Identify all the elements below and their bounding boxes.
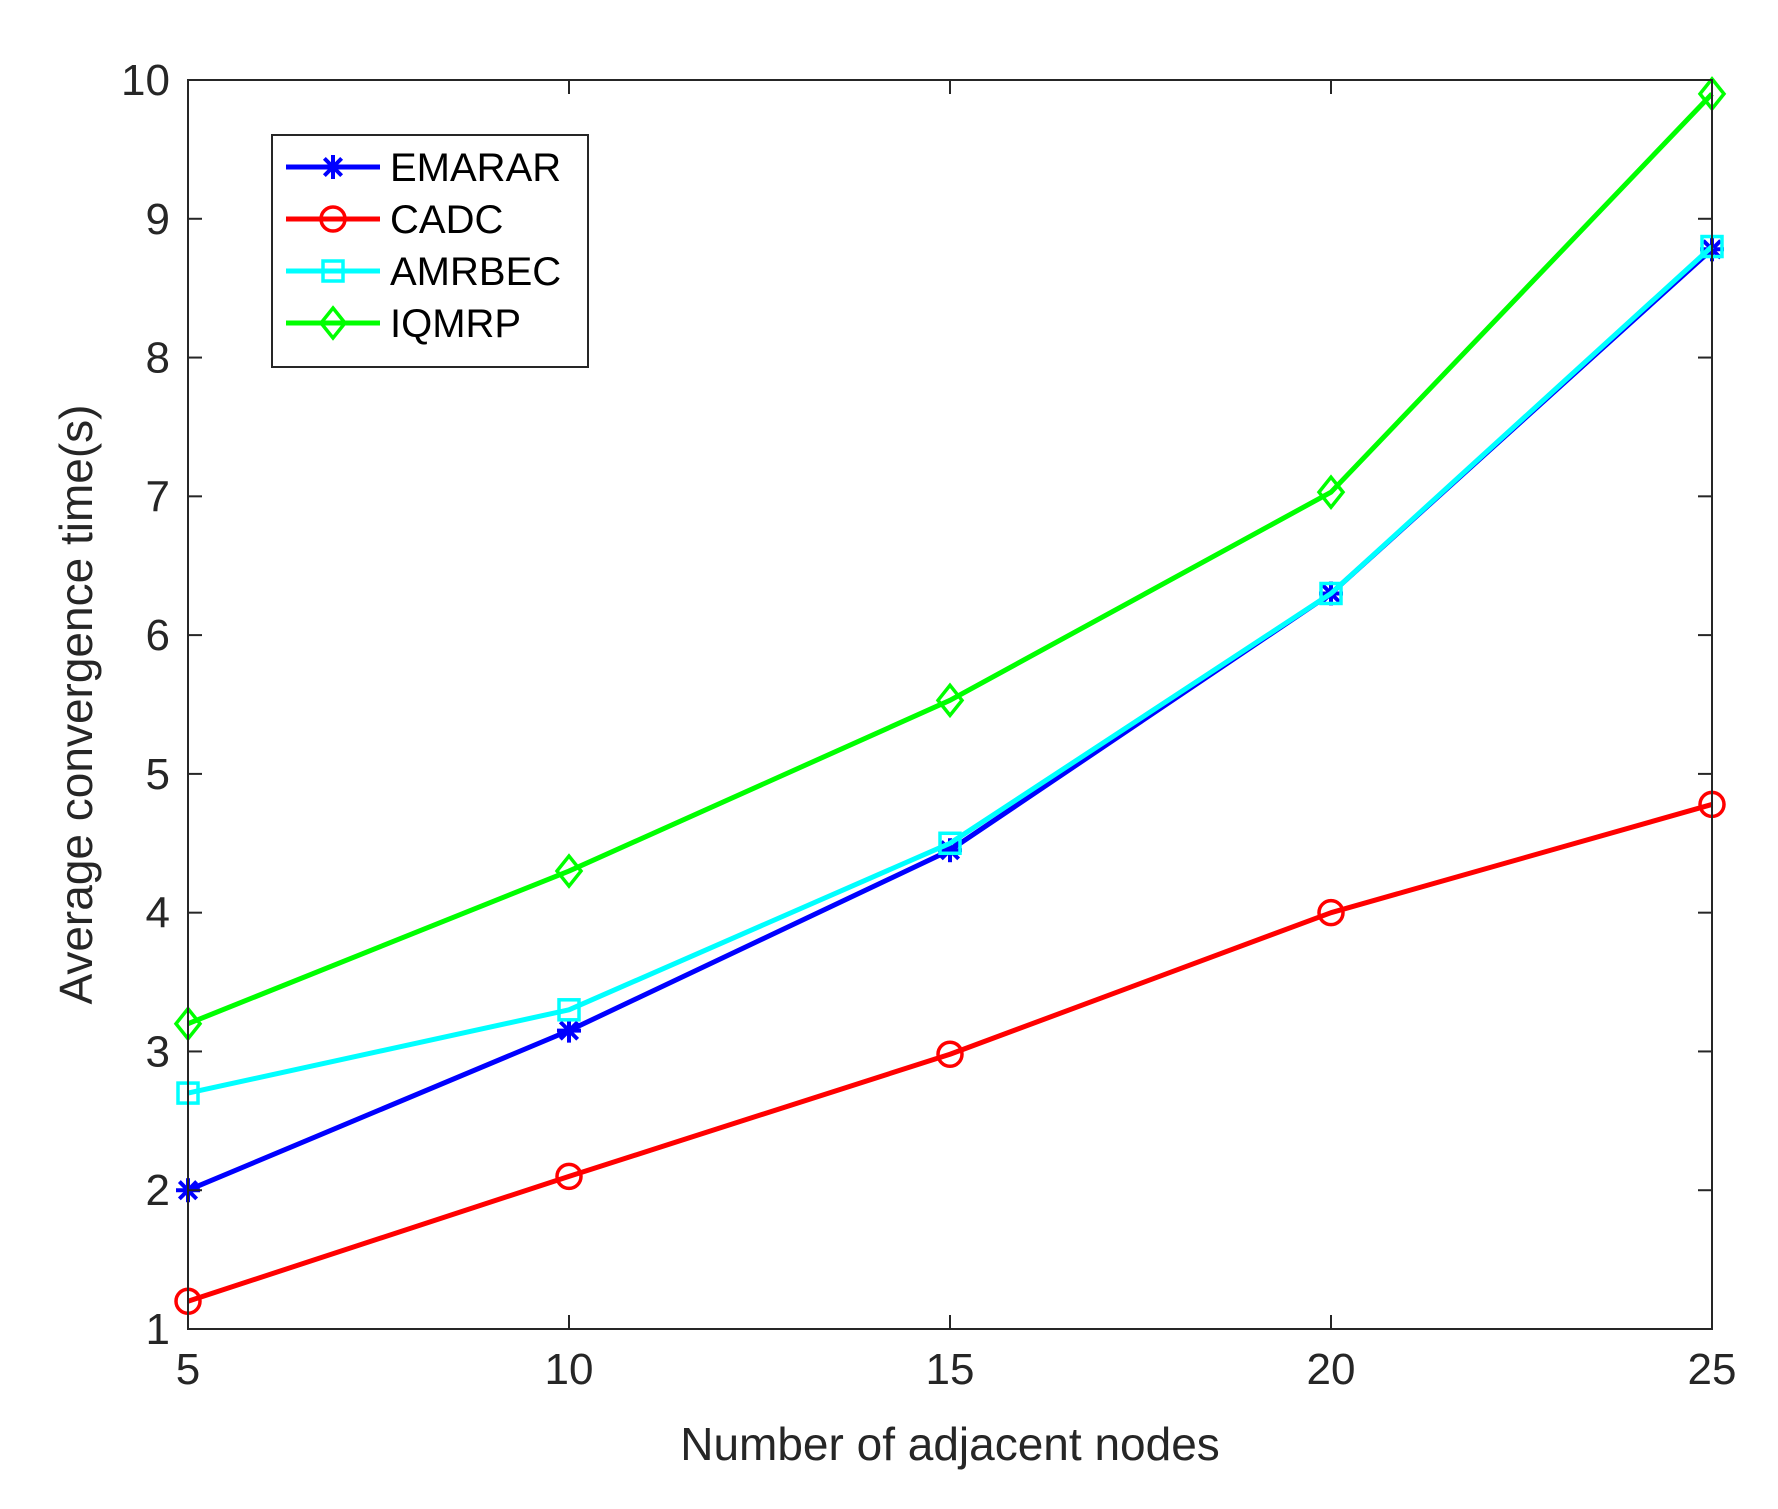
y-tick-label: 9: [146, 195, 170, 244]
legend: EMARAR CADC AMRBEC IQMRP: [271, 134, 589, 368]
legend-item-iqmrp: IQMRP: [286, 302, 521, 346]
legend-marker-emarar: [321, 155, 345, 179]
y-tick-label: 6: [146, 611, 170, 660]
legend-label-amrbec: AMRBEC: [390, 250, 561, 294]
series-line-iqmrp: [187, 92, 1714, 1027]
series-line-amrbec: [187, 244, 1714, 1096]
legend-label-cadc: CADC: [390, 198, 503, 242]
data-point-iqmrp: [554, 853, 584, 889]
axes-layer: 5 10 15 20 25 1 2 3 4 5 6 7 8 9 10: [121, 56, 1736, 1394]
legend-item-cadc: CADC: [286, 198, 503, 242]
y-tick-label: 10: [121, 56, 170, 105]
legend-item-amrbec: AMRBEC: [286, 250, 561, 294]
y-axis-label: Average convergence time(s): [50, 405, 102, 1005]
x-tick-label: 20: [1307, 1345, 1356, 1394]
data-point-cadc: [555, 1162, 583, 1191]
y-tick-label: 8: [146, 334, 170, 383]
legend-marker-cadc: [319, 205, 347, 233]
legend-item-emarar: EMARAR: [286, 146, 561, 190]
x-tick-label: 25: [1688, 1345, 1737, 1394]
series-line-cadc: [187, 802, 1713, 1304]
x-axis-label: Number of adjacent nodes: [680, 1418, 1220, 1470]
data-point-iqmrp: [935, 682, 965, 719]
y-tick-label: 3: [146, 1027, 170, 1076]
legend-marker-iqmrp: [318, 305, 348, 341]
data-point-cadc: [1317, 898, 1345, 927]
asterisk-stroke: [558, 1020, 580, 1041]
y-tick-label: 2: [146, 1166, 170, 1215]
y-tick-label: 7: [146, 472, 170, 521]
data-point-iqmrp: [1316, 474, 1346, 510]
data-point-amrbec: [1319, 581, 1343, 606]
y-tick-label: 4: [146, 889, 170, 938]
series-layer: [173, 76, 1727, 1315]
y-tick-label: 5: [146, 750, 170, 799]
y-tick-label: 1: [146, 1305, 170, 1354]
asterisk-stroke: [939, 840, 961, 861]
x-tick-label: 15: [926, 1345, 975, 1394]
data-point-emarar: [557, 1018, 581, 1043]
legend-label-emarar: EMARAR: [390, 146, 561, 190]
data-point-amrbec: [938, 831, 962, 856]
data-point-cadc: [936, 1040, 964, 1068]
x-tick-label: 10: [545, 1345, 594, 1394]
legend-marker-amrbec: [321, 259, 345, 283]
legend-label-iqmrp: IQMRP: [390, 302, 521, 346]
data-point-amrbec: [557, 998, 581, 1022]
x-tick-label: 5: [176, 1345, 200, 1394]
asterisk-stroke: [322, 156, 344, 178]
